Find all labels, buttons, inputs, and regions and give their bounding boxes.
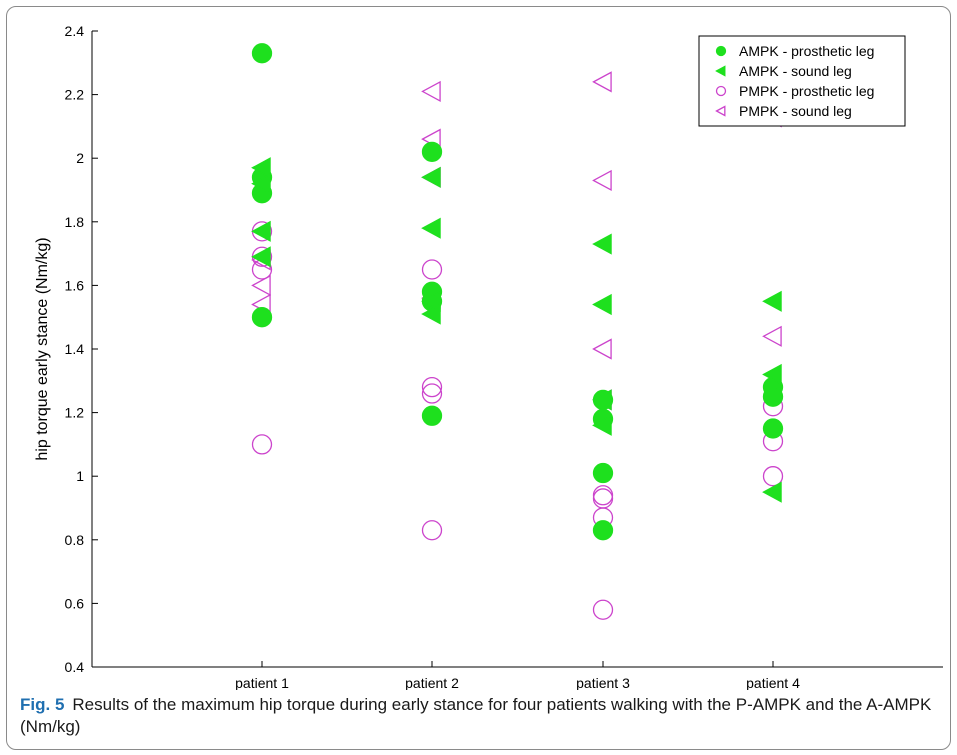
y-tick-label: 1.6 — [65, 277, 85, 293]
y-tick-label: 1.2 — [65, 405, 85, 421]
y-tick-label: 2.2 — [65, 87, 85, 103]
y-tick-label: 0.6 — [65, 595, 85, 611]
legend-label: PMPK - sound leg — [739, 103, 852, 119]
y-tick-label: 2.4 — [65, 23, 85, 39]
data-point — [421, 217, 441, 239]
data-point — [251, 307, 273, 328]
data-point — [251, 246, 271, 268]
data-point — [251, 173, 271, 195]
data-point — [762, 386, 784, 407]
x-tick-label: patient 3 — [576, 675, 630, 690]
legend-marker — [715, 45, 727, 57]
data-point — [592, 169, 612, 192]
data-point — [592, 599, 614, 620]
y-tick-label: 1.4 — [65, 341, 85, 357]
figure-caption-label: Fig. 5 — [20, 695, 65, 714]
legend-label: AMPK - prosthetic leg — [739, 43, 874, 59]
data-point — [421, 383, 443, 404]
data-point — [251, 43, 273, 64]
y-tick-label: 0.4 — [65, 659, 85, 675]
data-point — [251, 220, 271, 242]
data-point — [592, 71, 612, 93]
x-tick-label: patient 4 — [746, 675, 800, 690]
data-point — [251, 157, 271, 179]
data-point — [592, 389, 612, 411]
data-point — [421, 405, 443, 426]
data-point — [762, 466, 784, 487]
chart: 0.4 0.6 0.8 1 1.2 1.4 1.6 1.8 2 2.2 2.4 patient 1 pa… — [34, 23, 943, 690]
data-point — [421, 377, 443, 398]
figure-frame — [6, 6, 951, 750]
legend-label: PMPK - prosthetic leg — [739, 83, 874, 99]
data-point — [762, 418, 784, 439]
data-point — [762, 363, 782, 386]
figure-caption-text: Results of the maximum hip torque during… — [20, 695, 932, 736]
y-tick-label: 0.8 — [65, 532, 85, 548]
data-point — [421, 303, 441, 325]
y-tick-label: 1.8 — [65, 214, 85, 230]
data-point — [592, 338, 612, 360]
data-point — [251, 274, 271, 296]
legend-marker — [715, 105, 726, 117]
figure-caption: Fig. 5 Results of the maximum hip torque … — [20, 694, 945, 738]
y-tick-label: 1 — [76, 468, 84, 484]
legend-label: AMPK - sound leg — [739, 63, 852, 79]
data-point — [762, 290, 782, 312]
data-point — [251, 434, 273, 455]
data-point — [762, 481, 782, 503]
data-point — [762, 325, 782, 347]
data-point — [592, 233, 612, 255]
data-point — [421, 80, 441, 103]
y-tick-label: 2 — [76, 150, 84, 166]
legend-box — [698, 35, 906, 127]
data-point — [592, 462, 614, 484]
data-point — [592, 414, 612, 436]
data-point — [421, 166, 441, 188]
data-point — [421, 259, 443, 280]
data-point — [421, 141, 443, 162]
data-point — [421, 520, 443, 541]
data-point — [421, 290, 441, 312]
y-axis-label: hip torque early stance (Nm/kg) — [34, 237, 51, 460]
data-point — [592, 293, 612, 316]
x-tick-label: patient 1 — [235, 675, 289, 690]
legend-marker — [715, 65, 726, 77]
legend-marker — [715, 85, 727, 97]
data-point — [592, 520, 614, 541]
x-tick-label: patient 2 — [405, 675, 459, 690]
